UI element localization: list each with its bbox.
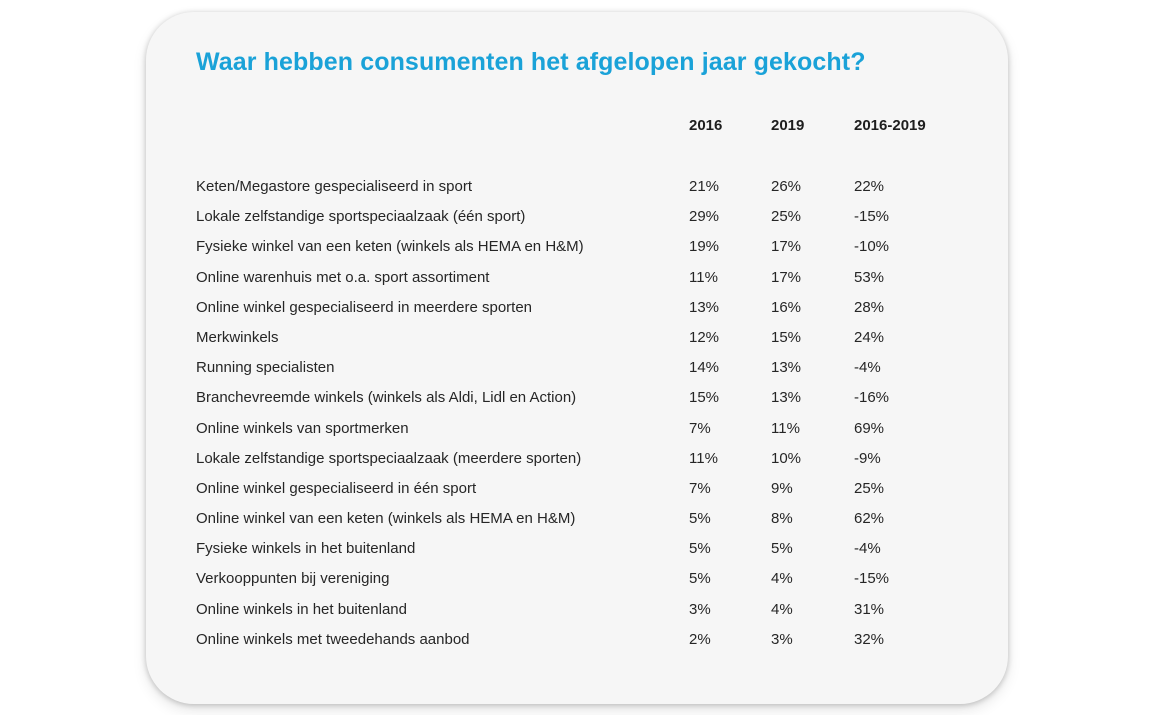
value-2019: 15%	[771, 328, 802, 346]
value-change: -4%	[854, 359, 881, 377]
row-label: Online winkels met tweedehands aanbod	[196, 630, 470, 648]
row-label: Lokale zelfstandige sportspeciaalzaak (é…	[196, 208, 526, 226]
value-change: 69%	[854, 419, 885, 437]
value-change: -15%	[854, 208, 890, 226]
value-change: 24%	[854, 328, 885, 346]
table-row: Online winkel van een keten (winkels als…	[146, 508, 1008, 538]
row-label: Branchevreemde winkels (winkels als Aldi…	[196, 389, 577, 407]
table-row: Branchevreemde winkels (winkels als Aldi…	[146, 387, 1008, 417]
table-row: Running specialisten 14% 13% -4%	[146, 357, 1008, 387]
value-change: 62%	[854, 510, 885, 528]
table-row: Online winkel gespecialiseerd in één spo…	[146, 478, 1008, 508]
value-2016: 7%	[689, 419, 711, 437]
value-2016: 5%	[689, 510, 711, 528]
table-row: Online warenhuis met o.a. sport assortim…	[146, 267, 1008, 297]
value-2019: 17%	[771, 268, 802, 286]
row-label: Fysieke winkel van een keten (winkels al…	[196, 238, 584, 256]
value-2016: 13%	[689, 298, 720, 316]
table-body: Keten/Megastore gespecialiseerd in sport…	[146, 176, 1008, 659]
value-2019: 25%	[771, 208, 802, 226]
value-2019: 5%	[771, 540, 793, 558]
value-change: 32%	[854, 630, 885, 648]
row-label: Online winkels in het buitenland	[196, 600, 407, 618]
table-row: Online winkels van sportmerken 7% 11% 69%	[146, 418, 1008, 448]
table-row: Verkooppunten bij vereniging 5% 4% -15%	[146, 568, 1008, 598]
value-2016: 5%	[689, 570, 711, 588]
value-2019: 11%	[771, 419, 800, 437]
value-change: -10%	[854, 238, 890, 256]
value-change: 53%	[854, 268, 885, 286]
column-header-change: 2016-2019	[854, 117, 926, 134]
value-change: 28%	[854, 298, 885, 316]
row-label: Online winkel gespecialiseerd in één spo…	[196, 479, 477, 497]
table-row: Online winkels met tweedehands aanbod 2% 3…	[146, 629, 1008, 659]
page-title: Waar hebben consumenten het afgelopen ja…	[196, 48, 866, 76]
row-label: Online winkel gespecialiseerd in meerder…	[196, 298, 533, 316]
row-label: Running specialisten	[196, 359, 335, 377]
value-change: -15%	[854, 570, 890, 588]
value-2016: 2%	[689, 630, 711, 648]
value-2016: 12%	[689, 328, 720, 346]
value-2019: 17%	[771, 238, 802, 256]
table-card: Waar hebben consumenten het afgelopen ja…	[146, 12, 1008, 704]
value-change: 25%	[854, 479, 885, 497]
value-2019: 8%	[771, 510, 793, 528]
value-2019: 4%	[771, 600, 793, 618]
table-row: Online winkels in het buitenland 3% 4% 31%	[146, 599, 1008, 629]
value-2019: 10%	[771, 449, 802, 467]
table-row: Online winkel gespecialiseerd in meerder…	[146, 297, 1008, 327]
column-header-2016: 2016	[689, 117, 723, 134]
value-2016: 3%	[689, 600, 711, 618]
value-2016: 11%	[689, 268, 718, 286]
value-2016: 7%	[689, 479, 711, 497]
value-2019: 13%	[771, 359, 802, 377]
value-change: -16%	[854, 389, 890, 407]
table-row: Fysieke winkels in het buitenland 5% 5% -4%	[146, 538, 1008, 568]
column-header-2019: 2019	[771, 117, 805, 134]
row-label: Keten/Megastore gespecialiseerd in sport	[196, 178, 472, 195]
row-label: Online winkel van een keten (winkels als…	[196, 510, 576, 528]
value-2016: 11%	[689, 449, 718, 467]
row-label: Merkwinkels	[196, 328, 279, 346]
value-2019: 3%	[771, 630, 793, 648]
value-2019: 16%	[771, 298, 802, 316]
table-row: Fysieke winkel van een keten (winkels al…	[146, 236, 1008, 266]
value-change: 22%	[854, 178, 885, 195]
value-change: -4%	[854, 540, 881, 558]
row-label: Fysieke winkels in het buitenland	[196, 540, 416, 558]
value-2016: 21%	[689, 178, 720, 195]
value-change: -9%	[854, 449, 881, 467]
value-2019: 9%	[771, 479, 793, 497]
row-label: Lokale zelfstandige sportspeciaalzaak (m…	[196, 449, 582, 467]
row-label: Online warenhuis met o.a. sport assortim…	[196, 268, 490, 286]
table-row: Lokale zelfstandige sportspeciaalzaak (é…	[146, 206, 1008, 236]
value-2019: 26%	[771, 178, 802, 195]
value-change: 31%	[854, 600, 885, 618]
value-2016: 29%	[689, 208, 720, 226]
value-2019: 13%	[771, 389, 802, 407]
table-row: Merkwinkels 12% 15% 24%	[146, 327, 1008, 357]
value-2016: 19%	[689, 238, 720, 256]
row-label: Verkooppunten bij vereniging	[196, 570, 390, 588]
value-2016: 15%	[689, 389, 720, 407]
table-row: Lokale zelfstandige sportspeciaalzaak (m…	[146, 448, 1008, 478]
value-2016: 5%	[689, 540, 711, 558]
table-row: Keten/Megastore gespecialiseerd in sport…	[146, 176, 1008, 206]
value-2019: 4%	[771, 570, 793, 588]
row-label: Online winkels van sportmerken	[196, 419, 409, 437]
value-2016: 14%	[689, 359, 720, 377]
